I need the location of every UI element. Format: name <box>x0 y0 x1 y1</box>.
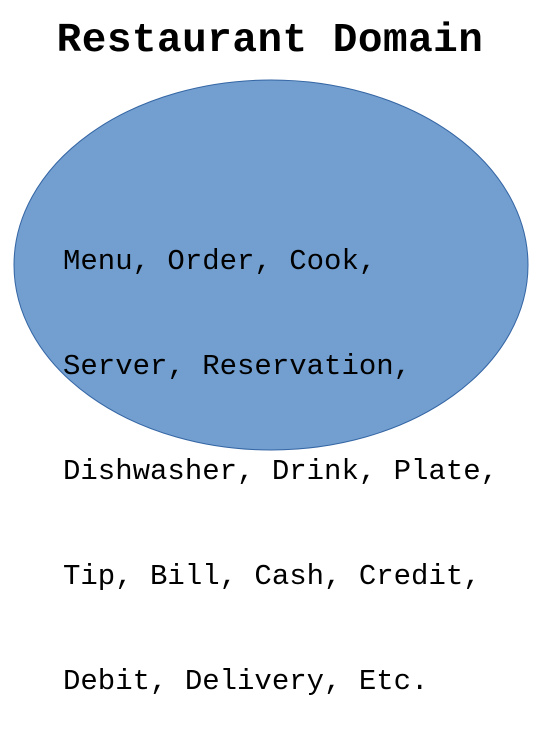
domain-terms-line: Debit, Delivery, Etc. <box>63 665 429 698</box>
domain-terms-line: Server, Reservation, <box>63 350 412 383</box>
diagram-title: Restaurant Domain <box>56 18 484 64</box>
domain-terms-line: Menu, Order, Cook, <box>63 245 377 278</box>
domain-terms: Menu, Order, Cook, Server, Reservation, … <box>63 174 533 734</box>
domain-terms-line: Dishwasher, Drink, Plate, <box>63 455 499 488</box>
domain-ellipse <box>13 79 529 451</box>
domain-terms-line: Tip, Bill, Cash, Credit, <box>63 560 481 593</box>
domain-diagram <box>13 79 529 451</box>
